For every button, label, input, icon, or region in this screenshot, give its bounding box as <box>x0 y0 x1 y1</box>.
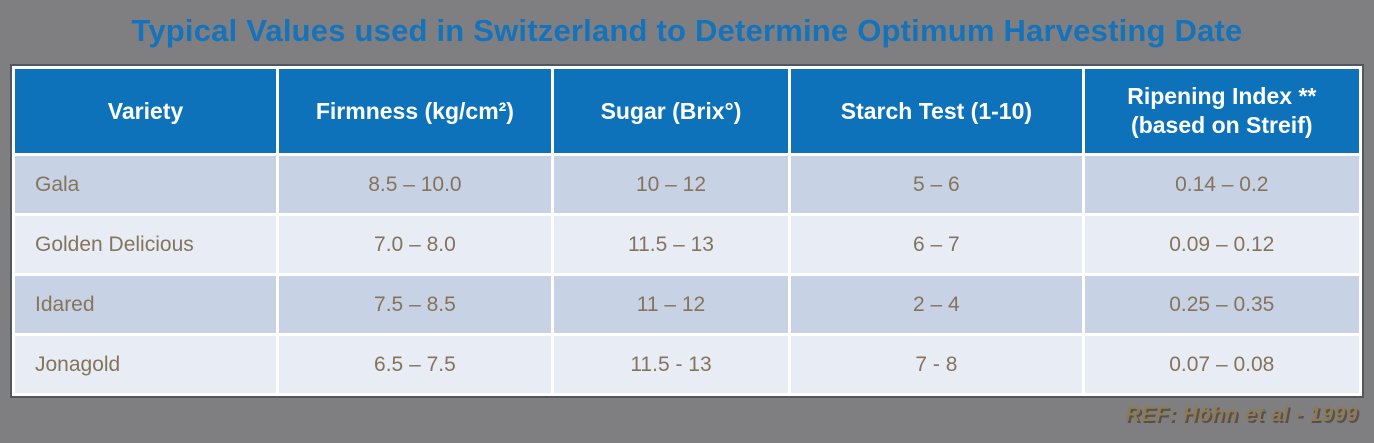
starch-cell: 2 – 4 <box>791 276 1082 333</box>
starch-cell: 7 - 8 <box>791 336 1082 393</box>
variety-cell: Golden Delicious <box>15 216 277 273</box>
reference-citation: REF: Höhn et al - 1999 <box>1125 403 1358 426</box>
column-header-starch: Starch Test (1-10) <box>791 69 1082 153</box>
ripening-cell: 0.14 – 0.2 <box>1084 156 1359 213</box>
column-header-ripening-line1: Ripening Index ** <box>1127 83 1317 110</box>
firmness-cell: 7.0 – 8.0 <box>279 216 551 273</box>
firmness-cell: 8.5 – 10.0 <box>279 156 551 213</box>
sugar-cell: 11.5 – 13 <box>553 216 789 273</box>
table-header-row: Variety Firmness (kg/cm²) Sugar (Brix°) … <box>15 69 1359 153</box>
variety-cell: Gala <box>15 156 277 213</box>
ripening-cell: 0.07 – 0.08 <box>1084 336 1359 393</box>
column-header-ripening-line2: (based on Streif) <box>1131 112 1313 138</box>
starch-cell: 5 – 6 <box>791 156 1082 213</box>
table-row: Golden Delicious 7.0 – 8.0 11.5 – 13 6 –… <box>15 216 1359 273</box>
sugar-cell: 10 – 12 <box>553 156 789 213</box>
column-header-ripening: Ripening Index ** (based on Streif) <box>1084 69 1359 153</box>
page-title: Typical Values used in Switzerland to De… <box>131 13 1243 48</box>
ripening-cell: 0.25 – 0.35 <box>1084 276 1359 333</box>
ripening-cell: 0.09 – 0.12 <box>1084 216 1359 273</box>
sugar-cell: 11 – 12 <box>553 276 789 333</box>
table-row: Jonagold 6.5 – 7.5 11.5 - 13 7 - 8 0.07 … <box>15 336 1359 393</box>
column-header-firmness: Firmness (kg/cm²) <box>279 69 551 153</box>
table-row: Gala 8.5 – 10.0 10 – 12 5 – 6 0.14 – 0.2 <box>15 156 1359 213</box>
table-row: Idared 7.5 – 8.5 11 – 12 2 – 4 0.25 – 0.… <box>15 276 1359 333</box>
harvest-values-table: Variety Firmness (kg/cm²) Sugar (Brix°) … <box>10 64 1364 398</box>
variety-cell: Idared <box>15 276 277 333</box>
firmness-cell: 7.5 – 8.5 <box>279 276 551 333</box>
firmness-cell: 6.5 – 7.5 <box>279 336 551 393</box>
starch-cell: 6 – 7 <box>791 216 1082 273</box>
column-header-variety: Variety <box>15 69 277 153</box>
column-header-sugar: Sugar (Brix°) <box>553 69 789 153</box>
variety-cell: Jonagold <box>15 336 277 393</box>
sugar-cell: 11.5 - 13 <box>553 336 789 393</box>
